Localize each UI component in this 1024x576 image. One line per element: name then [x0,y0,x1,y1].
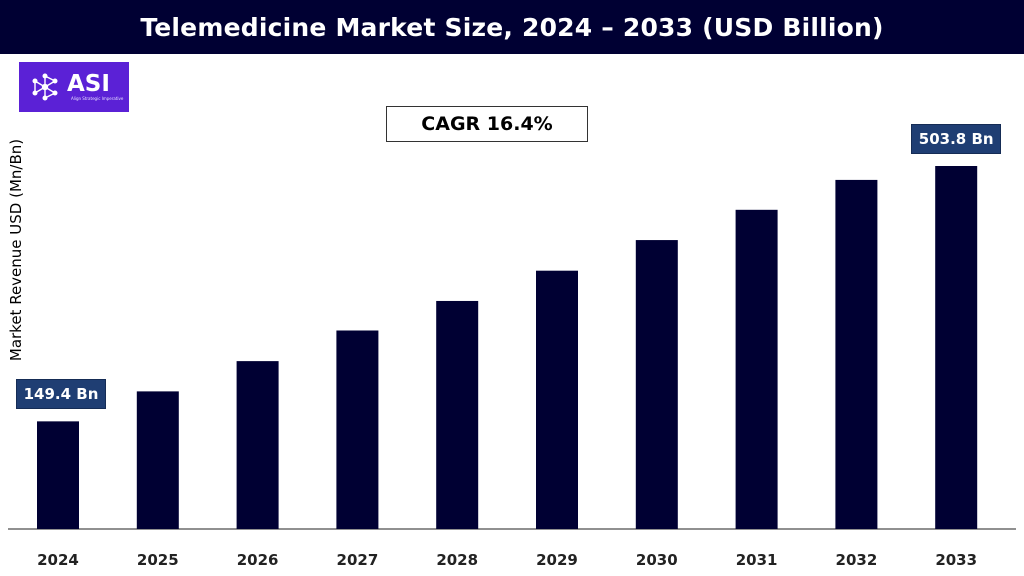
bar-2029 [536,270,578,529]
asi-logo: ASI Align Strategic Imperative [19,62,129,112]
x-tick-2033: 2033 [935,551,977,569]
bar-2027 [336,330,379,529]
x-tick-2030: 2030 [636,551,678,569]
x-tick-2029: 2029 [536,551,578,569]
logo-wordmark: ASI [67,71,110,97]
value-label-2033: 503.8 Bn [911,124,1002,154]
cagr-label: CAGR 16.4% [421,113,553,135]
bar-2033 [935,166,978,529]
cagr-box: CAGR 16.4% [386,106,588,142]
value-label-2024: 149.4 Bn [16,379,106,410]
bar-2028 [436,300,479,529]
x-tick-2026: 2026 [237,551,279,569]
bar-2026 [236,361,279,529]
bar-2031 [735,209,778,529]
bar-2032 [835,179,878,529]
chart-title: Telemedicine Market Size, 2024 – 2033 (U… [140,12,884,42]
network-molecule-icon [32,73,58,101]
x-tick-2032: 2032 [836,551,878,569]
x-tick-2028: 2028 [436,551,478,569]
bar-2030 [635,240,678,529]
bar-2024 [37,421,79,529]
bar-2025 [136,391,179,529]
x-tick-2025: 2025 [137,551,179,569]
logo-tagline: Align Strategic Imperative [71,96,124,101]
x-tick-2024: 2024 [37,551,79,569]
x-tick-2027: 2027 [337,551,379,569]
x-tick-2031: 2031 [736,551,778,569]
chart-title-banner: Telemedicine Market Size, 2024 – 2033 (U… [0,0,1024,54]
